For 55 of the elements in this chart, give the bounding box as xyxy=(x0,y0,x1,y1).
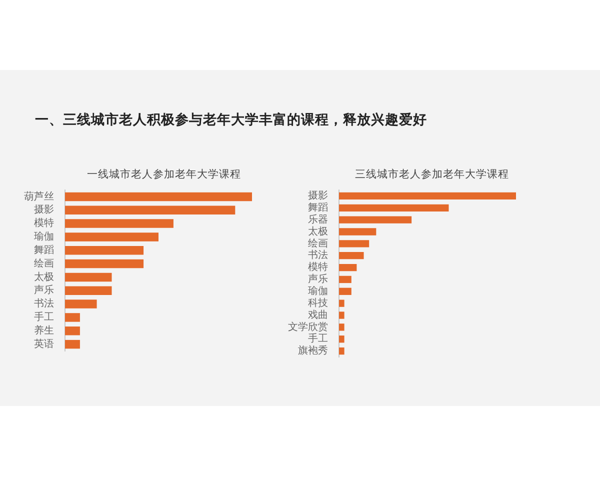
y-tick-label: 瑜伽 xyxy=(308,284,328,297)
bar xyxy=(339,228,376,236)
y-tick-label: 戏曲 xyxy=(308,308,328,321)
y-tick-label: 声乐 xyxy=(308,273,328,286)
y-tick-label: 手工 xyxy=(308,332,328,345)
y-tick-label: 太极 xyxy=(34,270,54,283)
bar xyxy=(339,288,352,295)
bar xyxy=(339,240,370,248)
y-tick-label: 摄影 xyxy=(34,204,54,216)
text: 一、三线城市老人积极参与老年大学丰富的课程，释放兴趣爱好 xyxy=(35,111,428,130)
y-tick-label: 摄影 xyxy=(308,190,328,202)
bar xyxy=(339,276,352,284)
bar xyxy=(65,192,252,202)
bar xyxy=(65,232,158,242)
bar xyxy=(65,286,112,295)
bar xyxy=(339,324,344,331)
y-tick-label: 绘画 xyxy=(34,257,54,270)
y-tick-label: 太极 xyxy=(308,225,328,238)
y-tick-label: 书法 xyxy=(308,249,328,262)
y-tick-label: 葫芦丝 xyxy=(24,190,54,202)
bar xyxy=(339,300,344,307)
bar xyxy=(65,326,80,336)
bar xyxy=(339,336,344,343)
bar xyxy=(339,216,412,224)
chart-title: 三线城市老人参加老年大学课程 xyxy=(355,168,509,181)
bar xyxy=(339,252,364,260)
bar xyxy=(65,259,144,268)
y-tick-label: 手工 xyxy=(34,311,54,324)
y-tick-label: 科技 xyxy=(308,296,328,309)
bar xyxy=(339,312,344,319)
bar xyxy=(339,347,344,355)
bar xyxy=(65,246,144,255)
y-tick-label: 旗袍秀 xyxy=(298,344,328,357)
y-tick-label: 瑜伽 xyxy=(34,230,54,243)
y-tick-label: 声乐 xyxy=(34,284,54,296)
y-tick-label: 书法 xyxy=(34,298,54,310)
bar xyxy=(65,313,80,322)
bar xyxy=(339,204,449,212)
y-tick-label: 绘画 xyxy=(308,237,328,250)
y-tick-label: 乐器 xyxy=(308,213,328,226)
y-tick-label: 英语 xyxy=(34,338,54,350)
y-tick-label: 舞蹈 xyxy=(34,244,54,256)
bar xyxy=(339,264,357,272)
chart-title: 一线城市老人参加老年大学课程 xyxy=(87,168,241,181)
bar xyxy=(65,340,80,349)
y-tick-label: 文学欣赏 xyxy=(288,320,328,333)
bar xyxy=(65,206,236,214)
bar xyxy=(339,192,516,200)
y-tick-label: 养生 xyxy=(34,324,54,336)
bar xyxy=(65,300,97,308)
y-tick-label: 舞蹈 xyxy=(308,201,328,214)
bar xyxy=(65,272,112,282)
y-tick-label: 模特 xyxy=(34,217,54,230)
bar xyxy=(65,219,174,228)
y-tick-label: 模特 xyxy=(308,261,328,274)
